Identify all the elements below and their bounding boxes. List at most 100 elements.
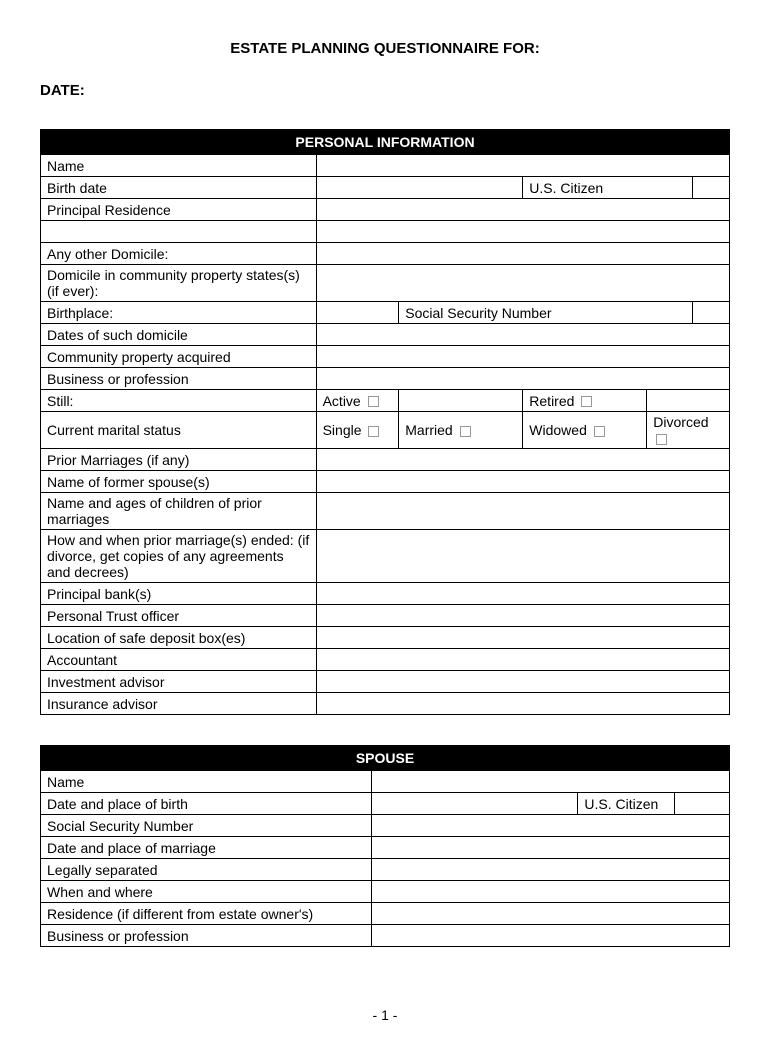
- married-checkbox[interactable]: [460, 426, 471, 437]
- principal-banks-field[interactable]: [316, 583, 729, 605]
- ssn-label: Social Security Number: [399, 302, 693, 324]
- table-row: Business or profession: [41, 368, 730, 390]
- table-row: Residence (if different from estate owne…: [41, 903, 730, 925]
- spouse-residence-label: Residence (if different from estate owne…: [41, 903, 372, 925]
- table-row: Legally separated: [41, 859, 730, 881]
- active-cell[interactable]: Active: [316, 390, 399, 412]
- business-label: Business or profession: [41, 368, 317, 390]
- ssn-field[interactable]: [693, 302, 730, 324]
- safe-deposit-label: Location of safe deposit box(es): [41, 627, 317, 649]
- table-row: [41, 221, 730, 243]
- former-spouse-field[interactable]: [316, 471, 729, 493]
- table-row: Community property acquired: [41, 346, 730, 368]
- other-domicile-label: Any other Domicile:: [41, 243, 317, 265]
- domicile-community-field[interactable]: [316, 265, 729, 302]
- table-row: Business or profession: [41, 925, 730, 947]
- principal-residence-field[interactable]: [316, 199, 729, 221]
- investment-advisor-field[interactable]: [316, 671, 729, 693]
- spouse-name-field[interactable]: [371, 771, 729, 793]
- single-checkbox[interactable]: [368, 426, 379, 437]
- spouse-ssn-field[interactable]: [371, 815, 729, 837]
- active-checkbox[interactable]: [368, 396, 379, 407]
- spouse-birth-label: Date and place of birth: [41, 793, 372, 815]
- table-row: Name: [41, 771, 730, 793]
- widowed-cell[interactable]: Widowed: [523, 412, 647, 449]
- dates-domicile-field[interactable]: [316, 324, 729, 346]
- community-property-field[interactable]: [316, 346, 729, 368]
- spouse-when-where-label: When and where: [41, 881, 372, 903]
- retired-checkbox[interactable]: [581, 396, 592, 407]
- other-domicile-field[interactable]: [316, 243, 729, 265]
- spouse-business-label: Business or profession: [41, 925, 372, 947]
- spouse-us-citizen-label: U.S. Citizen: [578, 793, 674, 815]
- retired-cell[interactable]: Retired: [523, 390, 647, 412]
- spouse-when-where-field[interactable]: [371, 881, 729, 903]
- insurance-advisor-field[interactable]: [316, 693, 729, 715]
- table-row: Current marital status Single Married Wi…: [41, 412, 730, 449]
- table-row: Birth date U.S. Citizen: [41, 177, 730, 199]
- principal-residence-label: Principal Residence: [41, 199, 317, 221]
- safe-deposit-field[interactable]: [316, 627, 729, 649]
- table-row: How and when prior marriage(s) ended: (i…: [41, 530, 730, 583]
- date-label: DATE:: [40, 82, 730, 99]
- spouse-separated-label: Legally separated: [41, 859, 372, 881]
- blank-cell: [399, 390, 523, 412]
- insurance-advisor-label: Insurance advisor: [41, 693, 317, 715]
- single-cell[interactable]: Single: [316, 412, 399, 449]
- name-field[interactable]: [316, 155, 729, 177]
- domicile-community-label: Domicile in community property states(s)…: [41, 265, 317, 302]
- divorced-cell[interactable]: Divorced: [647, 412, 730, 449]
- investment-advisor-label: Investment advisor: [41, 671, 317, 693]
- accountant-field[interactable]: [316, 649, 729, 671]
- spouse-separated-field[interactable]: [371, 859, 729, 881]
- spouse-section-header: SPOUSE: [41, 746, 730, 771]
- name-label: Name: [41, 155, 317, 177]
- accountant-label: Accountant: [41, 649, 317, 671]
- spouse-business-field[interactable]: [371, 925, 729, 947]
- community-property-label: Community property acquired: [41, 346, 317, 368]
- principal-banks-label: Principal bank(s): [41, 583, 317, 605]
- table-row: Any other Domicile:: [41, 243, 730, 265]
- us-citizen-field[interactable]: [693, 177, 730, 199]
- divorced-checkbox[interactable]: [656, 434, 667, 445]
- table-row: Social Security Number: [41, 815, 730, 837]
- spouse-residence-field[interactable]: [371, 903, 729, 925]
- birth-date-field[interactable]: [316, 177, 523, 199]
- personal-section-header: PERSONAL INFORMATION: [41, 130, 730, 155]
- business-field[interactable]: [316, 368, 729, 390]
- birthplace-label: Birthplace:: [41, 302, 317, 324]
- table-row: Prior Marriages (if any): [41, 449, 730, 471]
- table-row: Investment advisor: [41, 671, 730, 693]
- table-row: Name and ages of children of prior marri…: [41, 493, 730, 530]
- blank-label: [41, 221, 317, 243]
- table-row: Name of former spouse(s): [41, 471, 730, 493]
- trust-officer-label: Personal Trust officer: [41, 605, 317, 627]
- spouse-birth-field[interactable]: [371, 793, 578, 815]
- widowed-checkbox[interactable]: [594, 426, 605, 437]
- table-row: Location of safe deposit box(es): [41, 627, 730, 649]
- us-citizen-label: U.S. Citizen: [523, 177, 693, 199]
- prior-marriages-field[interactable]: [316, 449, 729, 471]
- how-ended-field[interactable]: [316, 530, 729, 583]
- spouse-marriage-field[interactable]: [371, 837, 729, 859]
- spouse-marriage-label: Date and place of marriage: [41, 837, 372, 859]
- still-label: Still:: [41, 390, 317, 412]
- document-title: ESTATE PLANNING QUESTIONNAIRE FOR:: [40, 40, 730, 57]
- blank-field[interactable]: [316, 221, 729, 243]
- dates-domicile-label: Dates of such domicile: [41, 324, 317, 346]
- table-row: Date and place of birth U.S. Citizen: [41, 793, 730, 815]
- table-row: Principal bank(s): [41, 583, 730, 605]
- birthplace-field[interactable]: [316, 302, 399, 324]
- spouse-us-citizen-field[interactable]: [674, 793, 729, 815]
- table-row: Still: Active Retired: [41, 390, 730, 412]
- table-row: Domicile in community property states(s)…: [41, 265, 730, 302]
- spouse-table: SPOUSE Name Date and place of birth U.S.…: [40, 745, 730, 947]
- table-row: Date and place of marriage: [41, 837, 730, 859]
- personal-information-table: PERSONAL INFORMATION Name Birth date U.S…: [40, 129, 730, 715]
- birth-date-label: Birth date: [41, 177, 317, 199]
- table-row: Principal Residence: [41, 199, 730, 221]
- trust-officer-field[interactable]: [316, 605, 729, 627]
- children-prior-field[interactable]: [316, 493, 729, 530]
- married-cell[interactable]: Married: [399, 412, 523, 449]
- spouse-ssn-label: Social Security Number: [41, 815, 372, 837]
